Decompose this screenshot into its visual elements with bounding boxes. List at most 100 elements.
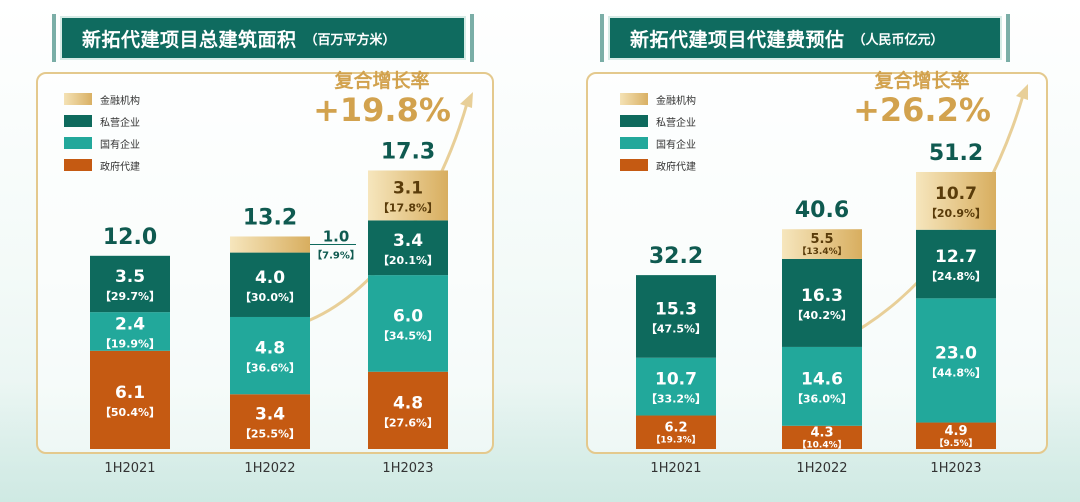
legend-label: 私营企业 — [100, 117, 140, 129]
cagr-block: 复合增长率 +26.2% — [852, 66, 992, 129]
segment-value: 6.2 — [664, 420, 687, 435]
legend-item-private: 私营企业 — [620, 110, 696, 132]
legend-item-state: 国有企业 — [64, 132, 140, 154]
bar-private — [90, 255, 170, 313]
legend-swatch-state — [620, 137, 648, 149]
legend-label: 私营企业 — [656, 117, 696, 129]
x-tick-label: 1H2023 — [382, 461, 433, 476]
legend-swatch-finance — [620, 93, 648, 105]
segment-value: 23.0 — [935, 343, 977, 363]
segment-value: 16.3 — [801, 286, 843, 306]
bar-state — [636, 357, 716, 416]
bar-gov — [782, 425, 862, 449]
chart-unit: （人民币亿元） — [852, 32, 944, 48]
segment-share: 【36.6%】 — [240, 362, 300, 375]
bar-private — [782, 258, 862, 347]
legend-swatch-gov — [64, 159, 92, 171]
legend: 金融机构 私营企业 国有企业 政府代建 — [620, 88, 696, 176]
segment-share: 【10.4%】 — [797, 439, 846, 450]
bar-private — [368, 220, 448, 276]
segment-share: 【29.7%】 — [100, 290, 160, 303]
segment-value: 15.3 — [655, 299, 697, 319]
legend-label: 国有企业 — [100, 139, 140, 151]
bar-total: 17.3 — [381, 139, 435, 164]
segment-value: 10.7 — [655, 370, 697, 390]
legend-label: 政府代建 — [656, 161, 696, 173]
chart-title-bar: 新拓代建项目代建费预估 （人民币亿元） — [600, 14, 1010, 62]
segment-share: 【33.2%】 — [646, 393, 706, 406]
bar-finance — [782, 229, 862, 259]
segment-share: 【44.8%】 — [926, 366, 986, 379]
legend-item-gov: 政府代建 — [64, 154, 140, 176]
growth-arrow-head — [1016, 84, 1028, 100]
segment-value: 4.8 — [393, 393, 423, 413]
segment-value: 2.4 — [115, 314, 145, 334]
segment-value: 4.8 — [255, 339, 285, 359]
bar-gov — [230, 394, 310, 449]
segment-value: 4.9 — [944, 424, 967, 439]
x-tick-label: 1H2023 — [930, 461, 981, 476]
segment-value: 3.4 — [255, 405, 285, 425]
cagr-block: 复合增长率 +19.8% — [312, 66, 452, 129]
segment-share: 【25.5%】 — [240, 428, 300, 441]
x-tick-label: 1H2022 — [244, 461, 295, 476]
segment-value: 3.1 — [393, 178, 423, 198]
legend-swatch-gov — [620, 159, 648, 171]
cagr-value: +26.2% — [853, 91, 991, 129]
segment-share: 【30.0%】 — [240, 291, 300, 304]
chart-title: 新拓代建项目总建筑面积 — [82, 28, 297, 51]
segment-value: 3.5 — [115, 267, 145, 287]
legend-item-private: 私营企业 — [64, 110, 140, 132]
bar-finance — [230, 236, 310, 253]
segment-share: 【40.2%】 — [792, 309, 852, 322]
legend: 金融机构 私营企业 国有企业 政府代建 — [64, 88, 140, 176]
legend-label: 金融机构 — [656, 95, 696, 107]
cagr-label: 复合增长率 — [874, 70, 970, 92]
segment-value: 10.7 — [935, 184, 977, 204]
bar-gov — [90, 350, 170, 449]
x-tick-label: 1H2021 — [104, 461, 155, 476]
cagr-value: +19.8% — [313, 91, 451, 129]
bar-total: 40.6 — [795, 198, 849, 223]
bar-total: 32.2 — [649, 244, 703, 269]
bar-private — [230, 252, 310, 317]
bar-state — [230, 316, 310, 395]
bar-state — [368, 275, 448, 372]
bar-gov — [368, 371, 448, 449]
bar-total: 13.2 — [243, 205, 297, 230]
chart-title-bar: 新拓代建项目总建筑面积 （百万平方米） — [52, 14, 474, 62]
growth-arrow-head — [460, 92, 473, 108]
legend-item-finance: 金融机构 — [64, 88, 140, 110]
segment-value: 3.4 — [393, 231, 423, 251]
chart-unit: （百万平方米） — [304, 32, 396, 48]
segment-share: 【7.9%】 — [312, 249, 360, 262]
bar-state — [782, 346, 862, 426]
segment-share: 【19.9%】 — [100, 337, 160, 350]
legend-item-gov: 政府代建 — [620, 154, 696, 176]
legend-swatch-private — [620, 115, 648, 127]
legend-item-state: 国有企业 — [620, 132, 696, 154]
legend-label: 金融机构 — [100, 95, 140, 107]
chart-title: 新拓代建项目代建费预估 — [630, 28, 845, 51]
segment-share: 【20.1%】 — [378, 254, 438, 267]
segment-share: 【27.6%】 — [378, 416, 438, 429]
bar-gov — [916, 422, 996, 449]
segment-value: 12.7 — [935, 247, 977, 267]
legend-label: 国有企业 — [656, 139, 696, 151]
bar-chart: 6.2【19.3%】 10.7 【33.2%】 15.3 【47.5%】 32.2 1H20… — [636, 84, 1028, 476]
segment-value: 14.6 — [801, 369, 843, 389]
segment-value: 6.1 — [115, 383, 145, 403]
segment-value: 4.0 — [255, 268, 285, 288]
segment-value: 6.0 — [393, 306, 423, 326]
segment-share: 【47.5%】 — [646, 322, 706, 335]
bar-total: 12.0 — [103, 225, 157, 250]
x-tick-label: 1H2022 — [796, 461, 847, 476]
segment-share: 【19.3%】 — [651, 434, 700, 445]
segment-share: 【34.5%】 — [378, 329, 438, 342]
bar-finance — [368, 170, 448, 221]
x-tick-label: 1H2021 — [650, 461, 701, 476]
segment-share: 【17.8%】 — [378, 201, 438, 214]
segment-share: 【13.4%】 — [797, 246, 846, 257]
cagr-label: 复合增长率 — [334, 70, 430, 92]
segment-share: 【9.5%】 — [935, 438, 978, 449]
